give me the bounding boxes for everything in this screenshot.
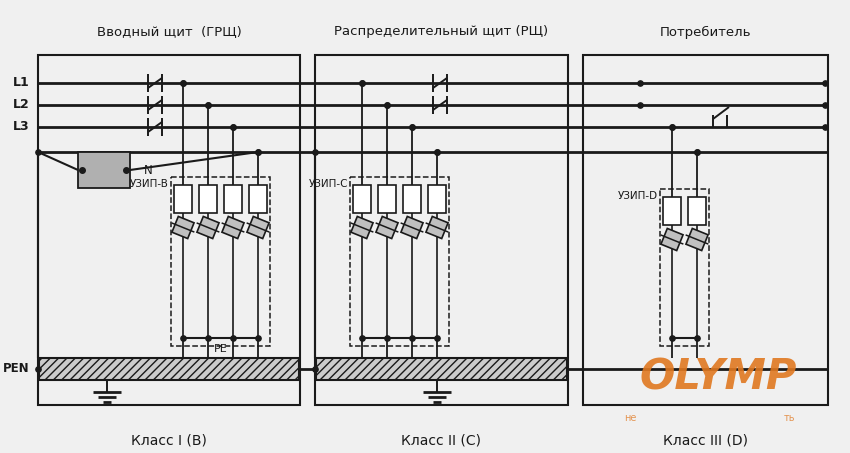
Text: L1: L1: [14, 77, 30, 90]
Text: N: N: [144, 164, 152, 177]
Text: ть: ть: [785, 413, 796, 423]
Polygon shape: [686, 228, 708, 251]
Bar: [199, 185, 217, 213]
Bar: [403, 185, 421, 213]
Text: OLYMP: OLYMP: [639, 357, 796, 399]
Bar: [688, 197, 706, 225]
Text: Вводный щит  (ГРЩ): Вводный щит (ГРЩ): [97, 25, 241, 39]
Polygon shape: [197, 217, 219, 239]
Polygon shape: [426, 217, 448, 239]
Text: PEN: PEN: [3, 362, 30, 376]
Text: Класс I (B): Класс I (B): [131, 433, 207, 447]
Bar: [428, 185, 446, 213]
Polygon shape: [661, 228, 683, 251]
Bar: [663, 197, 681, 225]
Text: Потребитель: Потребитель: [660, 25, 751, 39]
Polygon shape: [401, 217, 423, 239]
Bar: [583, 55, 828, 405]
Bar: [174, 185, 192, 213]
Text: Распределительный щит (РЩ): Распределительный щит (РЩ): [334, 25, 548, 39]
Polygon shape: [247, 217, 269, 239]
Bar: [39, 358, 299, 380]
Bar: [660, 189, 709, 346]
Text: УЗИП-B: УЗИП-B: [130, 179, 169, 189]
Bar: [350, 177, 449, 346]
Bar: [78, 152, 130, 188]
Text: Класс III (D): Класс III (D): [663, 433, 748, 447]
Bar: [316, 358, 567, 380]
Text: L2: L2: [14, 98, 30, 111]
Polygon shape: [222, 217, 244, 239]
Bar: [378, 185, 396, 213]
Polygon shape: [376, 217, 398, 239]
Text: не: не: [624, 413, 636, 423]
Text: Класс II (C): Класс II (C): [401, 433, 481, 447]
Bar: [249, 185, 267, 213]
Text: PE: PE: [213, 344, 227, 354]
Bar: [38, 55, 300, 405]
Polygon shape: [351, 217, 373, 239]
Text: L3: L3: [14, 120, 30, 134]
Bar: [353, 185, 371, 213]
Bar: [171, 177, 270, 346]
Text: УЗИП-C: УЗИП-C: [309, 179, 348, 189]
Polygon shape: [172, 217, 194, 239]
Text: УЗИП-D: УЗИП-D: [618, 191, 658, 201]
Bar: [315, 55, 568, 405]
Bar: [224, 185, 242, 213]
